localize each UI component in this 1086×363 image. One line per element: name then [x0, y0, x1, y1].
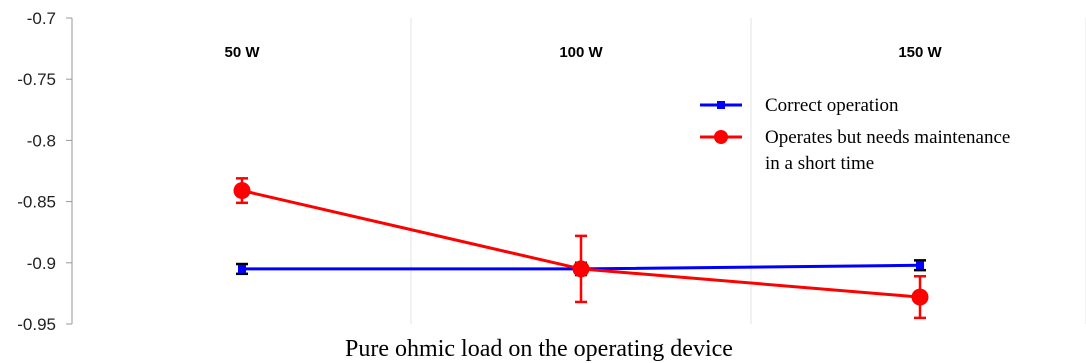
- x-axis-label: Pure ohmic load on the operating device: [345, 336, 733, 362]
- data-point: [572, 260, 590, 278]
- category-labels: 50 W 100 W 150 W: [224, 44, 942, 61]
- series-1: [233, 177, 929, 320]
- category-label: 100 W: [559, 44, 603, 61]
- category-label: 50 W: [224, 44, 260, 61]
- data-point: [233, 182, 251, 200]
- y-tick-label: -0.75: [17, 70, 56, 89]
- y-tick-label: -0.7: [27, 9, 56, 28]
- legend-marker: [717, 101, 725, 109]
- data-point: [916, 261, 924, 270]
- data-point: [911, 288, 929, 306]
- y-tick-label: -0.8: [27, 131, 56, 150]
- legend-item: Operates but needs maintenance in a short…: [700, 127, 1010, 174]
- legend-label: Operates but needs maintenance: [765, 127, 1010, 148]
- series-group: [233, 177, 929, 320]
- data-point: [238, 264, 246, 273]
- legend-item: Correct operation: [700, 95, 899, 116]
- legend-marker: [714, 130, 728, 144]
- y-tick-label: -0.95: [17, 315, 56, 334]
- legend-label: in a short time: [765, 153, 874, 174]
- y-tick-label: -0.85: [17, 193, 56, 212]
- gridlines: [410, 18, 1086, 324]
- legend: Correct operation Operates but needs main…: [700, 95, 1010, 174]
- y-axis: -0.7 -0.75 -0.8 -0.85 -0.9 -0.95: [17, 9, 73, 334]
- category-label: 150 W: [898, 44, 942, 61]
- y-tick-label: -0.9: [27, 254, 56, 273]
- legend-label: Correct operation: [765, 95, 899, 116]
